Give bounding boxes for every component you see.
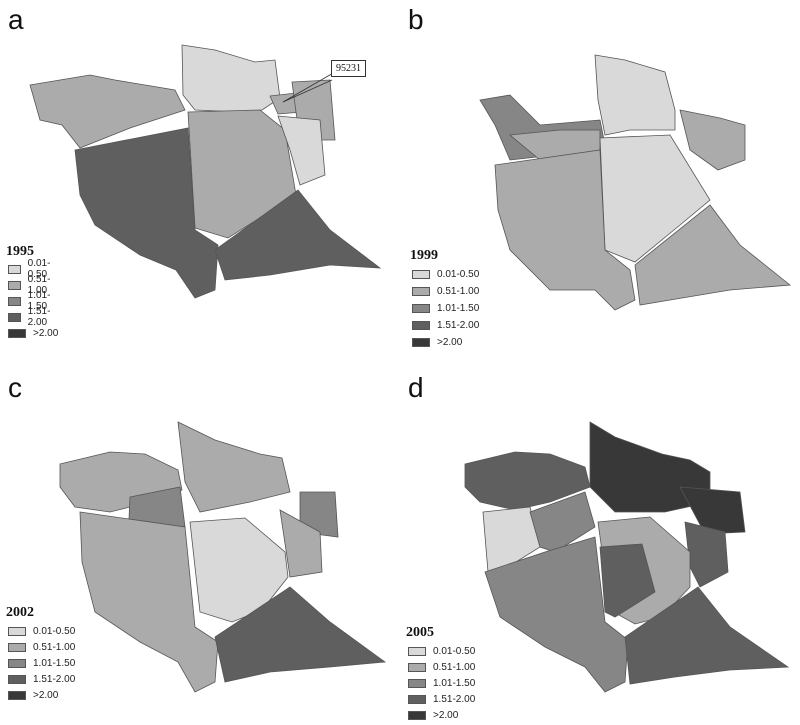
legend-swatch <box>412 303 430 313</box>
region-southeast <box>214 189 382 281</box>
map-panel-c: c 2002 0.01-0.50 0.51-1.00 1.01-1.50 1.5… <box>0 362 400 725</box>
legend-item: 0.51-1.00 <box>8 641 75 653</box>
legend-swatch <box>8 690 26 700</box>
legend-swatch <box>8 296 21 306</box>
legend-swatch <box>8 328 26 338</box>
region-northeast <box>679 486 746 535</box>
region-southwest <box>74 127 219 299</box>
legend-item: 1.01-1.50 <box>8 290 56 312</box>
legend-item: 1.51-2.00 <box>8 306 56 328</box>
legend-swatch <box>8 658 26 668</box>
legend-item: >2.00 <box>8 327 58 339</box>
panel-letter: b <box>408 4 424 35</box>
legend-item: 1.51-2.00 <box>412 319 479 331</box>
legend-item: 0.01-0.50 <box>8 625 75 637</box>
legend-item: >2.00 <box>412 336 462 348</box>
legend-swatch <box>8 280 21 290</box>
region-north <box>181 44 281 113</box>
choropleth-map-2005 <box>464 421 790 693</box>
legend-swatch <box>412 269 430 279</box>
year-label: 2002 <box>6 605 34 620</box>
legend-item: >2.00 <box>8 689 58 701</box>
panel-letter: a <box>8 4 24 35</box>
year-label: 1999 <box>410 248 438 263</box>
legend-swatch <box>412 320 430 330</box>
legend-swatch <box>408 662 426 672</box>
choropleth-map-1995 <box>29 44 382 299</box>
region-east <box>277 115 326 186</box>
legend-swatch <box>8 626 26 636</box>
legend-item: 1.51-2.00 <box>408 693 475 705</box>
legend-swatch <box>408 694 426 704</box>
legend-item: 1.01-1.50 <box>412 302 479 314</box>
region-center <box>189 517 289 623</box>
region-west <box>29 74 186 149</box>
legend-swatch <box>408 710 426 720</box>
legend-item: >2.00 <box>408 709 458 721</box>
region-east <box>279 509 323 578</box>
legend-item: 0.01-0.50 <box>412 268 479 280</box>
legend-swatch <box>8 264 21 274</box>
choropleth-map-2002 <box>59 421 387 693</box>
year-label: 1995 <box>6 244 34 259</box>
panel-letter: c <box>8 372 22 403</box>
region-southwest <box>79 511 219 693</box>
region-north <box>589 421 711 513</box>
legend-item: 1.51-2.00 <box>8 673 75 685</box>
region-southeast <box>634 204 792 306</box>
region-northeast <box>299 491 339 538</box>
zip-callout: 95231 <box>331 60 366 77</box>
region-inner <box>529 491 596 553</box>
region-west <box>464 451 591 511</box>
region-far-west <box>482 506 541 573</box>
map-panel-b: b 1999 0.01-0.50 0.51-1.00 1.01-1.50 1.5… <box>400 0 800 362</box>
legend-item: 0.51-1.00 <box>8 274 56 296</box>
region-southwest <box>484 536 629 693</box>
region-north <box>594 54 676 136</box>
legend-item: 0.01-0.50 <box>8 258 56 280</box>
region-east <box>684 521 729 588</box>
region-east <box>679 109 746 171</box>
legend-swatch <box>8 312 21 322</box>
choropleth-map-1999 <box>479 54 792 311</box>
legend-swatch <box>8 642 26 652</box>
region-southwest <box>494 149 636 311</box>
map-panel-d: d 2005 0.01-0.50 0.51-1.00 1.01-1.50 1.5… <box>400 362 800 725</box>
panel-letter: d <box>408 372 424 403</box>
region-southeast <box>214 586 387 683</box>
legend-swatch <box>8 674 26 684</box>
region-north <box>177 421 291 513</box>
legend-item: 1.01-1.50 <box>8 657 75 669</box>
legend-item: 0.51-1.00 <box>408 661 475 673</box>
year-label: 2005 <box>406 625 434 640</box>
legend-item: 1.01-1.50 <box>408 677 475 689</box>
legend-swatch <box>408 646 426 656</box>
legend-swatch <box>412 337 430 347</box>
region-center-inner <box>599 543 656 618</box>
legend-item: 0.51-1.00 <box>412 285 479 297</box>
legend-swatch <box>412 286 430 296</box>
legend-item: 0.01-0.50 <box>408 645 475 657</box>
legend-swatch <box>408 678 426 688</box>
region-southeast <box>624 586 790 685</box>
